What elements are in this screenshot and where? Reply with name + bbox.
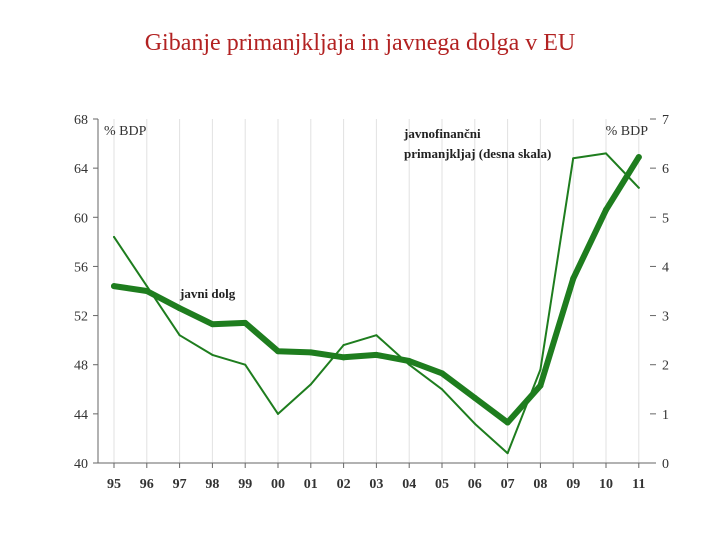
- deficit-point-10: [605, 152, 607, 155]
- left-tick-label: 40: [74, 457, 88, 472]
- x-tick-label-01: 01: [304, 477, 318, 492]
- debt-point-01: [307, 349, 314, 356]
- deficit-series-label-line2: primanjkljaj (desna skala): [404, 146, 551, 161]
- deficit-point-07: [506, 452, 509, 455]
- x-tick-label-10: 10: [599, 477, 613, 492]
- debt-point-08: [537, 382, 544, 389]
- debt-point-99: [242, 319, 249, 326]
- debt-point-97: [176, 305, 183, 312]
- debt-point-11: [635, 154, 642, 161]
- debt-point-09: [570, 275, 577, 282]
- x-tick-label-98: 98: [205, 477, 219, 492]
- right-tick-label: 6: [662, 162, 669, 177]
- deficit-point-06: [473, 422, 476, 425]
- left-tick-label: 44: [74, 408, 88, 423]
- x-tick-label-99: 99: [238, 477, 252, 492]
- right-tick-label: 5: [662, 211, 669, 226]
- left-axis-label: % BDP: [104, 124, 147, 139]
- x-tick-label-03: 03: [369, 477, 383, 492]
- x-tick-label-04: 04: [402, 477, 416, 492]
- left-tick-label: 56: [74, 260, 88, 275]
- x-tick-label-97: 97: [173, 477, 187, 492]
- deficit-point-99: [244, 363, 247, 366]
- left-tick-label: 48: [74, 359, 88, 374]
- deficit-point-96: [145, 285, 148, 288]
- left-tick-label: 52: [74, 310, 88, 325]
- right-tick-label: 4: [662, 260, 669, 275]
- debt-point-95: [111, 283, 117, 290]
- left-tick-label: 68: [74, 113, 88, 128]
- deficit-point-98: [211, 353, 214, 356]
- debt-series-label: javni dolg: [179, 286, 236, 301]
- x-tick-label-95: 95: [107, 477, 121, 492]
- series-lines: [111, 152, 642, 455]
- x-tick-label-05: 05: [435, 477, 449, 492]
- debt-point-02: [340, 354, 347, 361]
- x-tick-label-09: 09: [566, 477, 580, 492]
- deficit-point-00: [277, 412, 279, 415]
- debt-point-00: [275, 348, 281, 355]
- right-tick-label: 7: [662, 113, 669, 128]
- right-tick-label: 2: [662, 359, 669, 374]
- left-tick-label: 60: [74, 211, 88, 226]
- deficit-point-04: [408, 363, 411, 366]
- deficit-point-11: [637, 186, 640, 189]
- right-tick-label: 0: [662, 457, 669, 472]
- right-axis-label: % BDP: [606, 124, 649, 139]
- x-tick-label-00: 00: [271, 477, 285, 492]
- left-tick-label: 64: [74, 162, 88, 177]
- x-tick-label-07: 07: [501, 477, 515, 492]
- right-tick-label: 1: [662, 408, 669, 423]
- x-tick-label-06: 06: [468, 477, 482, 492]
- deficit-point-95: [113, 235, 115, 238]
- deficit-point-08: [539, 368, 542, 371]
- x-tick-label-08: 08: [533, 477, 547, 492]
- deficit-point-02: [342, 344, 345, 347]
- deficit-point-03: [375, 334, 378, 337]
- axes: [93, 118, 656, 468]
- x-tick-label-02: 02: [337, 477, 351, 492]
- deficit-point-01: [309, 383, 312, 386]
- x-tick-label-96: 96: [140, 477, 154, 492]
- x-tick-label-11: 11: [632, 477, 645, 492]
- chart-title: Gibanje primanjkljaja in javnega dolga v…: [144, 30, 576, 56]
- debt-point-98: [209, 321, 216, 328]
- debt-point-03: [373, 351, 380, 358]
- right-tick-label: 3: [662, 310, 669, 325]
- deficit-point-09: [572, 157, 575, 160]
- deficit-point-97: [178, 334, 181, 337]
- gridlines: [113, 119, 640, 463]
- debt-point-07: [504, 419, 511, 426]
- debt-point-05: [439, 370, 445, 377]
- debt-point-06: [471, 394, 478, 401]
- debt-point-10: [603, 206, 609, 213]
- deficit-point-05: [441, 388, 443, 391]
- deficit-series-label-line1: javnofinančni: [403, 126, 481, 141]
